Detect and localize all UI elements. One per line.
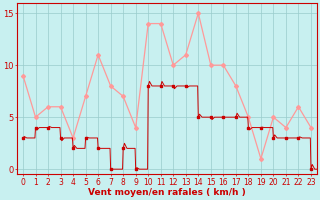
X-axis label: Vent moyen/en rafales ( km/h ): Vent moyen/en rafales ( km/h ) — [88, 188, 246, 197]
